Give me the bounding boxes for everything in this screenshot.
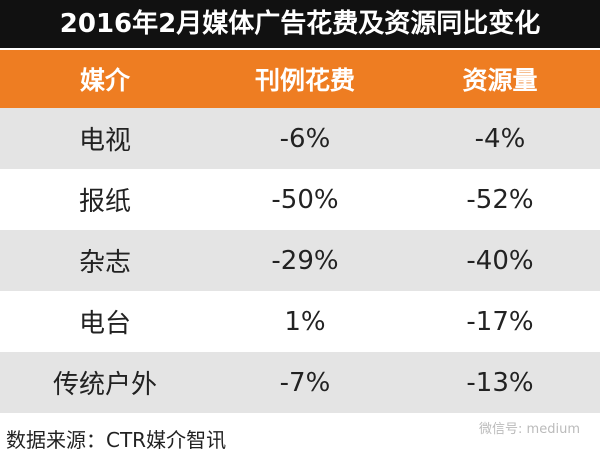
table-cell: 传统户外: [52, 370, 157, 400]
table-cell: 杂志: [78, 248, 131, 278]
table-cell: -13%: [466, 367, 534, 398]
header-cell: 资源量: [462, 66, 538, 95]
source: 数据来源：CTR媒介智讯: [6, 428, 227, 452]
table-cell: 报纸: [78, 187, 131, 217]
table-cell: -6%: [279, 123, 331, 154]
table-row: 电台 1% -17%: [0, 291, 600, 352]
table-cell: -40%: [466, 245, 534, 276]
table-cell: -29%: [271, 245, 339, 276]
table-cell: -52%: [466, 184, 534, 215]
title: 2016年2月媒体广告花费及资源同比变化: [0, 0, 600, 48]
table-cell: 1%: [284, 306, 326, 337]
header-cell: 刊例花费: [254, 66, 355, 95]
table-cell: -7%: [279, 367, 331, 398]
table-cell: -50%: [271, 184, 339, 215]
table-cell: 电台: [78, 309, 131, 339]
table: 媒介 刊例花费 资源量电视 -6% -4% 报纸 -50% -52% 杂志 -29% -40% 电台 1…: [0, 50, 600, 413]
watermark: 微信号: medium: [479, 422, 580, 437]
table-cell: -4%: [474, 123, 526, 154]
table-row: 电视 -6% -4%: [0, 108, 600, 169]
table-cell: -17%: [466, 306, 534, 337]
table-row: 杂志 -29% -40%: [0, 230, 600, 291]
table-row: 传统户外 -7% -13%: [0, 352, 600, 413]
header-row: 媒介 刊例花费 资源量: [0, 50, 600, 108]
header-cell: 媒介: [79, 66, 130, 95]
table-row: 报纸 -50% -52%: [0, 169, 600, 230]
table-cell: 电视: [78, 126, 131, 156]
